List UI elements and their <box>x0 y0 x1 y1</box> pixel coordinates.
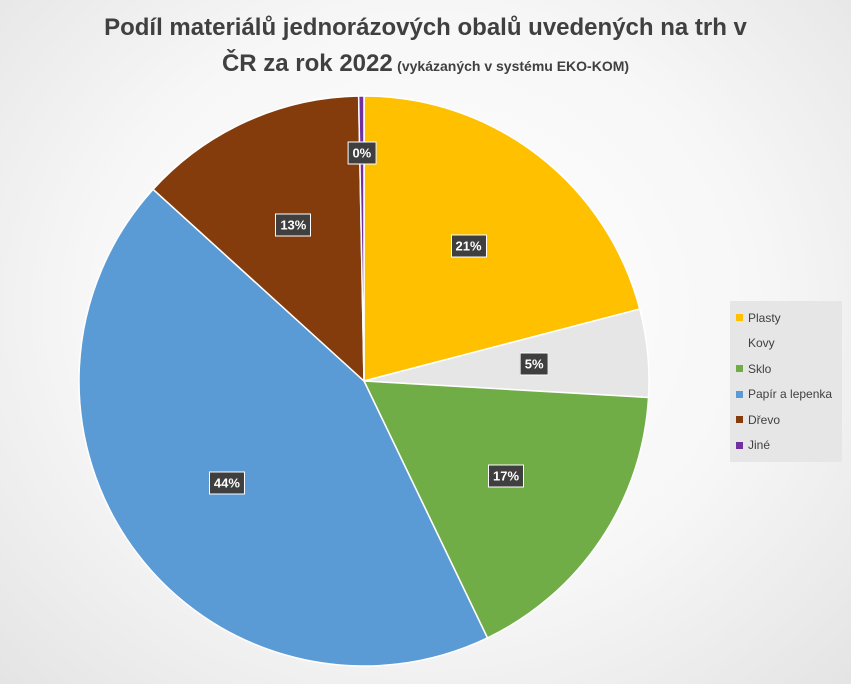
legend-item-sklo: Sklo <box>736 356 836 382</box>
legend-item-plasty: Plasty <box>736 305 836 331</box>
pie-slice-sklo <box>362 380 650 639</box>
legend-item-jine: Jiné <box>736 433 836 459</box>
legend-label: Papír a lepenka <box>748 387 833 402</box>
data-label-kovy: 5% <box>519 352 549 376</box>
legend-label: Jiné <box>748 438 771 453</box>
legend-label: Sklo <box>748 361 772 376</box>
legend-item-drevo: Dřevo <box>736 407 836 433</box>
data-label-papir-a-lepenka: 44% <box>208 471 245 495</box>
legend-item-papir-a-lepenka: Papír a lepenka <box>736 382 836 408</box>
chart-title-line1: Podíl materiálů jednorázových obalů uved… <box>104 14 747 41</box>
legend-swatch <box>736 339 743 347</box>
chart-title-line2: ČR za rok 2022 <box>221 50 393 77</box>
legend-item-kovy: Kovy <box>736 331 836 357</box>
legend-label: Dřevo <box>748 412 781 427</box>
legend-label: Plasty <box>748 310 781 325</box>
pie-slice-plasty <box>363 95 641 382</box>
legend-swatch <box>736 314 743 322</box>
chart-title: Podíl materiálů jednorázových obalů uved… <box>0 10 851 85</box>
legend-swatch <box>736 365 743 373</box>
chart-subtitle: (vykázaných v systému EKO-KOM) <box>397 58 630 74</box>
legend-label: Kovy <box>748 336 775 351</box>
data-label-sklo: 17% <box>488 464 525 488</box>
data-label-plasty: 21% <box>450 234 487 258</box>
pie-slice-jine <box>357 95 365 382</box>
legend: Plasty Kovy Sklo Papír a lepenka Dřevo Jiné <box>730 301 842 462</box>
legend-swatch <box>736 390 743 398</box>
data-label-drevo: 13% <box>275 213 312 237</box>
legend-swatch <box>736 441 743 449</box>
legend-swatch <box>736 416 743 424</box>
pie-slice-papir-a-lepenka <box>78 188 489 667</box>
pie-slice-drevo <box>152 95 365 383</box>
data-label-jine: 0% <box>347 141 377 165</box>
